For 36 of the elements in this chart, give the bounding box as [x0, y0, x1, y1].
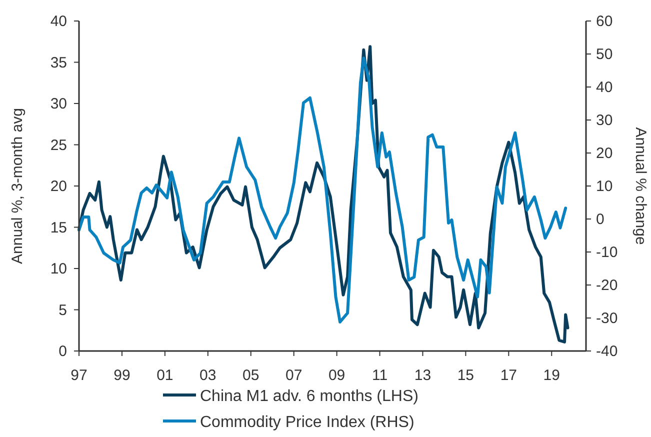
x-tick-label: 99	[114, 367, 130, 384]
x-tick-label: 17	[500, 367, 518, 384]
y-tick-label: 15	[50, 219, 67, 236]
y2-tick-label: 40	[596, 79, 613, 96]
y2-tick-label: 60	[596, 13, 613, 30]
y2-tick-label: 20	[596, 145, 613, 162]
y2-tick-label: -20	[596, 277, 618, 294]
y-tick-label: 40	[50, 13, 67, 30]
y2-tick-label: -40	[596, 343, 618, 360]
legend-label: Commodity Price Index (RHS)	[200, 414, 414, 431]
y-tick-label: 25	[50, 136, 67, 154]
y-tick-label: 20	[50, 178, 67, 195]
x-tick-label: 15	[457, 367, 474, 384]
x-tick-label: 05	[242, 367, 260, 384]
y-tick-label: 0	[58, 343, 67, 360]
y2-tick-label: 30	[596, 112, 613, 129]
legend-label: China M1 adv. 6 months (LHS)	[200, 388, 418, 405]
y2-axis-title: Annual % change	[632, 127, 649, 245]
x-tick-label: 11	[372, 367, 388, 384]
y-tick-label: 10	[50, 260, 67, 278]
y-tick-label: 30	[50, 96, 67, 112]
x-tick-label: 97	[70, 367, 88, 384]
x-tick-label: 19	[543, 367, 560, 384]
y2-tick-label: 50	[596, 46, 613, 63]
x-tick-label: 13	[414, 367, 432, 384]
x-tick-label: 07	[285, 367, 302, 384]
y-axis-title: Annual %, 3-month avg	[9, 108, 26, 264]
y2-tick-label: -30	[596, 310, 618, 327]
y-tick-label: 5	[58, 302, 67, 319]
x-tick-label: 09	[328, 367, 346, 384]
y-tick-label: 35	[50, 54, 67, 72]
x-tick-label: 03	[200, 367, 216, 384]
y2-tick-label: -10	[596, 244, 618, 261]
y2-tick-label: 0	[596, 211, 604, 228]
y2-tick-label: 10	[596, 178, 613, 195]
x-tick-label: 01	[156, 367, 174, 384]
